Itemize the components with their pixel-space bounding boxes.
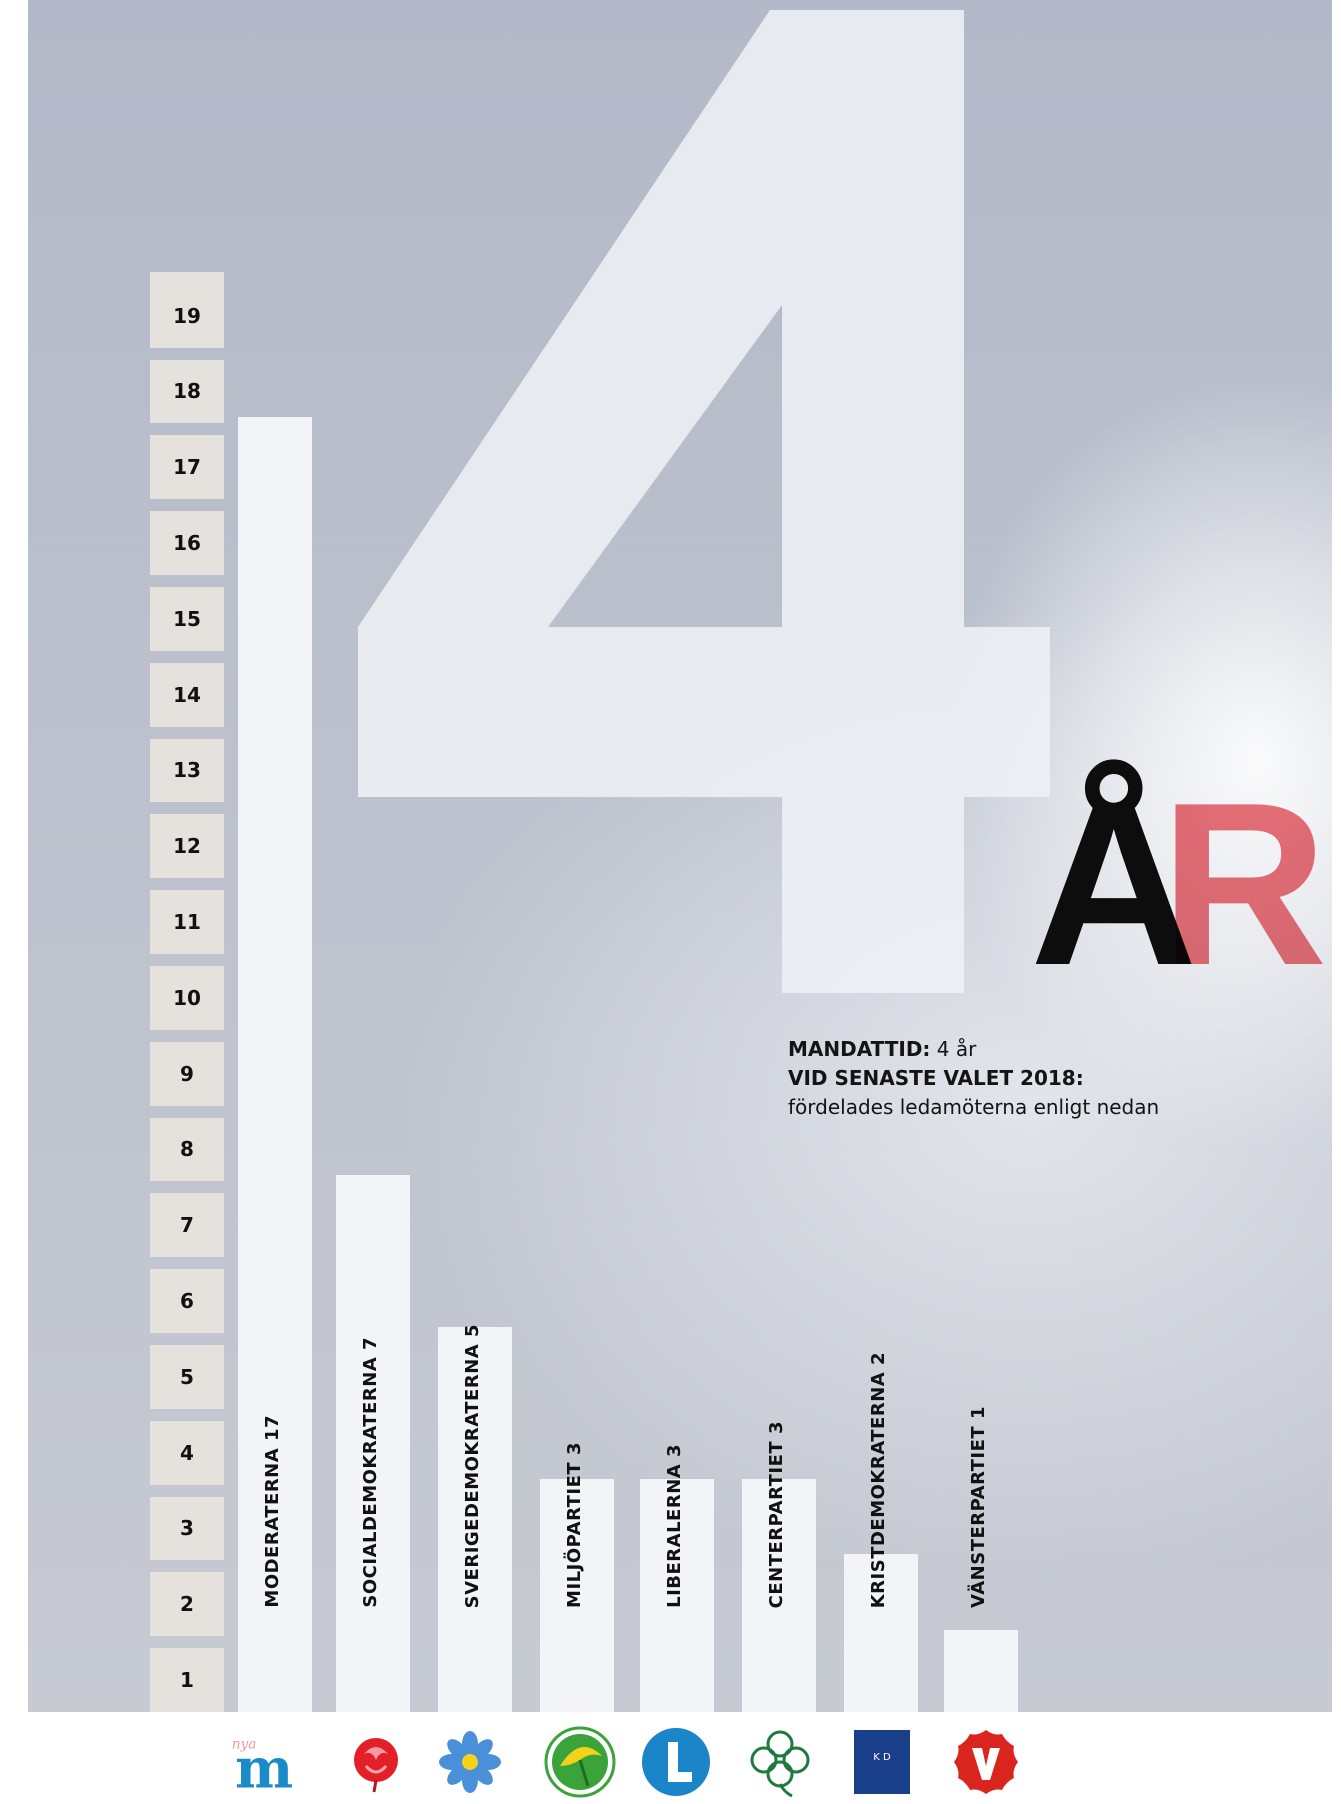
rose-icon — [354, 1738, 398, 1793]
sverigedemokraterna-flower-logo — [434, 1726, 506, 1798]
party-bars: MODERATERNA 17 SOCIALDEMOKRATERNA 7 SVERIG… — [238, 417, 1018, 1712]
mandate-value: 4 år — [930, 1037, 977, 1061]
moderaterna-m-logo: nya m — [230, 1726, 302, 1798]
seat-scale-cell: 8 — [150, 1117, 224, 1182]
seat-scale-cell: 17 — [150, 435, 224, 500]
seat-scale-cell: 11 — [150, 890, 224, 954]
kristdemokraterna-kd-logo: K D — [846, 1726, 918, 1798]
flower-icon — [439, 1731, 501, 1793]
party-bar — [438, 1327, 512, 1712]
four-shape — [358, 10, 1050, 993]
m-logo-letter: m — [235, 1736, 293, 1798]
years-word: Å R — [1030, 755, 1328, 1014]
party-bar-label: KRISTDEMOKRATERNA 2 — [868, 1351, 889, 1608]
liberalerna-l-logo — [640, 1726, 712, 1798]
v-icon — [954, 1730, 1018, 1794]
kd-icon: K D — [854, 1730, 910, 1794]
seat-scale-cell: 2 — [150, 1572, 224, 1637]
election-heading: VID SENASTE VALET 2018: — [788, 1066, 1084, 1090]
big-four-numeral — [358, 10, 1050, 993]
vansterpartiet-v-logo — [950, 1726, 1022, 1798]
seat-scale-cell: 5 — [150, 1345, 224, 1409]
clover-icon — [750, 1730, 810, 1798]
party-bar-label: VÄNSTERPARTIET 1 — [968, 1406, 989, 1608]
seat-scale-cell: 3 — [150, 1496, 224, 1561]
socialdemokraterna-rose-logo — [340, 1726, 412, 1798]
seat-scale-cell: 15 — [150, 587, 224, 651]
dandelion-icon — [544, 1726, 616, 1798]
l-icon — [642, 1728, 710, 1796]
election-description: fördelades ledamöterna enligt nedan — [788, 1095, 1160, 1119]
party-bar — [540, 1478, 614, 1712]
party-bar-label: SOCIALDEMOKRATERNA 7 — [360, 1337, 381, 1608]
seat-scale-cell: 6 — [150, 1269, 224, 1333]
kd-icon-text: K D — [873, 1752, 891, 1763]
years-word-r: R — [1160, 755, 1328, 1014]
m-logo-script: nya — [232, 1736, 257, 1752]
party-bar — [238, 417, 312, 1712]
m-logo-icon: nya m — [232, 1736, 293, 1798]
seat-scale-cell: 14 — [150, 662, 224, 727]
mandate-info: MANDATTID: 4 år VID SENASTE VALET 2018: … — [788, 1035, 1159, 1122]
party-bar-label: MODERATERNA 17 — [262, 1415, 283, 1608]
seat-scale-cell: 1 — [150, 1648, 224, 1712]
miljopartiet-dandelion-logo — [544, 1726, 616, 1798]
party-bar-label: SVERIGEDEMOKRATERNA 5 — [462, 1323, 483, 1608]
party-bar-label: MILJÖPARTIET 3 — [564, 1442, 585, 1608]
seat-scale-cell: 4 — [150, 1420, 224, 1485]
seat-scale-cell: 9 — [150, 1041, 224, 1106]
centerpartiet-clover-logo — [744, 1726, 816, 1798]
seat-scale: 1 2 3 4 5 6 7 8 9 10 11 12 13 14 15 16 17 18 19 — [150, 272, 224, 1712]
seat-scale-cell: 18 — [150, 359, 224, 424]
party-bar — [336, 1175, 410, 1712]
seat-scale-cell: 10 — [150, 966, 224, 1030]
party-bar-label: LIBERALERNA 3 — [664, 1444, 685, 1608]
party-bar — [742, 1478, 816, 1712]
seat-scale-cap — [150, 272, 224, 286]
party-bar — [640, 1478, 714, 1712]
party-bar — [944, 1630, 1018, 1712]
party-bar-label: CENTERPARTIET 3 — [766, 1420, 787, 1608]
seat-scale-cell: 13 — [150, 738, 224, 803]
years-word-a: Å — [1030, 755, 1198, 1014]
party-bar — [844, 1554, 918, 1712]
mandate-label: MANDATTID: — [788, 1037, 931, 1061]
seat-scale-cell: 19 — [150, 283, 224, 348]
party-logos: nya m — [0, 1712, 1341, 1804]
seat-scale-cell: 7 — [150, 1193, 224, 1258]
seat-scale-cell: 12 — [150, 814, 224, 879]
seat-scale-cell: 16 — [150, 511, 224, 575]
